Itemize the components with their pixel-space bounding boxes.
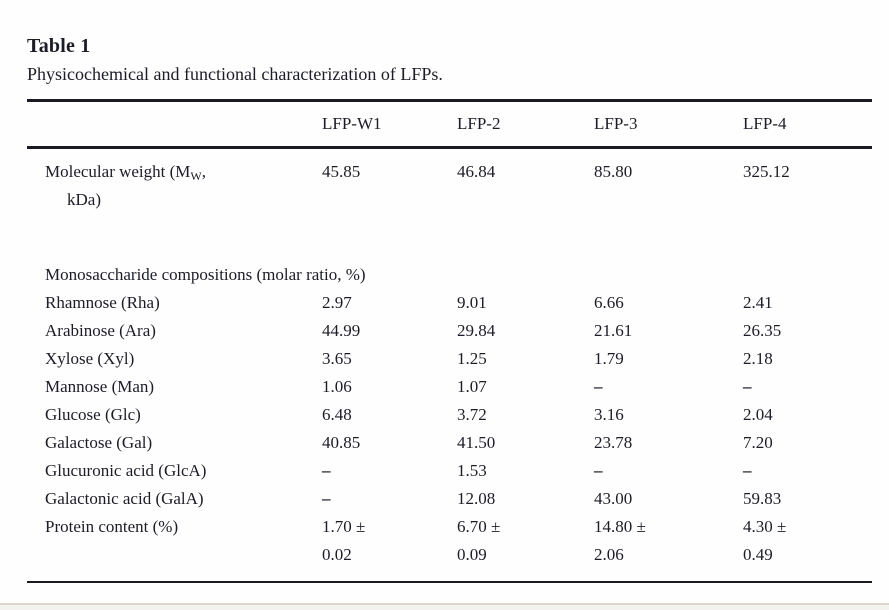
bottom-rule xyxy=(27,581,872,583)
cell-value: 43.00 xyxy=(594,489,633,508)
screenshot-bottom-edge xyxy=(0,603,889,605)
table-body: Rhamnose (Rha) 2.97 9.01 6.66 2.41 Arabi… xyxy=(27,289,872,569)
mw-subscript: W xyxy=(190,169,202,183)
table-row: Galactose (Gal) 40.85 41.50 23.78 7.20 xyxy=(27,429,872,457)
cell-value-dash: – xyxy=(322,461,331,480)
cell-value: 12.08 xyxy=(457,489,496,508)
cell-value: 59.83 xyxy=(743,489,782,508)
mw-label-text: Molecular weight (M xyxy=(45,162,191,181)
cell-value: 1.25 xyxy=(457,349,487,368)
row-label: Glucuronic acid (GlcA) xyxy=(45,461,207,480)
cell-value: 6.70 ± 0.09 xyxy=(457,517,501,564)
cell-value: 14.80 ± 2.06 xyxy=(594,517,646,564)
row-label: Arabinose (Ara) xyxy=(45,321,156,340)
cell-value: 2.18 xyxy=(743,349,773,368)
cell-value: 46.84 xyxy=(457,162,496,181)
table-row: Mannose (Man) 1.06 1.07 – – xyxy=(27,373,872,401)
table-row: Galactonic acid (GalA) – 12.08 43.00 59.… xyxy=(27,485,872,513)
cell-value-dash: – xyxy=(743,461,752,480)
cell-value: 21.61 xyxy=(594,321,633,340)
cell-value: 1.07 xyxy=(457,377,487,396)
cell-value: 325.12 xyxy=(743,162,790,181)
cell-value-dash: – xyxy=(594,377,603,396)
cell-value: 1.53 xyxy=(457,461,487,480)
cell-value: 2.41 xyxy=(743,293,773,312)
row-label: Xylose (Xyl) xyxy=(45,349,135,368)
cell-value-dash: – xyxy=(743,377,752,396)
cell-value: 6.66 xyxy=(594,293,624,312)
mw-label-line2: kDa) xyxy=(67,190,101,209)
table-row: Rhamnose (Rha) 2.97 9.01 6.66 2.41 xyxy=(27,289,872,317)
cell-value: 2.97 xyxy=(322,293,352,312)
cell-value-dash: – xyxy=(594,461,603,480)
cell-value: 3.16 xyxy=(594,405,624,424)
cell-value: 6.48 xyxy=(322,405,352,424)
cell-value: 3.72 xyxy=(457,405,487,424)
table-caption: Physicochemical and functional character… xyxy=(27,64,443,84)
table-content: Table 1 Physicochemical and functional c… xyxy=(27,35,872,583)
row-label: Galactose (Gal) xyxy=(45,433,153,452)
column-header-lfp-3: LFP-3 xyxy=(594,114,638,133)
cell-value: 1.79 xyxy=(594,349,624,368)
section-header-monosaccharide: Monosaccharide compositions (molar ratio… xyxy=(45,265,366,284)
table-row: Protein content (%) 1.70 ± 0.02 6.70 ± 0… xyxy=(27,513,872,569)
cell-value: 4.30 ± 0.49 xyxy=(743,517,787,564)
table-row: Xylose (Xyl) 3.65 1.25 1.79 2.18 xyxy=(27,345,872,373)
row-label: Mannose (Man) xyxy=(45,377,155,396)
row-label: Glucose (Glc) xyxy=(45,405,141,424)
cell-value: 41.50 xyxy=(457,433,496,452)
cell-value: 2.04 xyxy=(743,405,773,424)
cell-value: 9.01 xyxy=(457,293,487,312)
table-row: Glucuronic acid (GlcA) – 1.53 – – xyxy=(27,457,872,485)
column-header-lfp-w1: LFP-W1 xyxy=(322,114,382,133)
cell-value: 45.85 xyxy=(322,162,361,181)
cell-value: 1.70 ± 0.02 xyxy=(322,517,366,564)
table-header-row: LFP-W1 LFP-2 LFP-3 LFP-4 xyxy=(27,102,872,146)
table-1: LFP-W1 LFP-2 LFP-3 LFP-4 Molecular weigh… xyxy=(27,99,872,583)
cell-value: 29.84 xyxy=(457,321,496,340)
table-title: Table 1 xyxy=(27,35,91,57)
cell-value: 85.80 xyxy=(594,162,633,181)
table-row: Arabinose (Ara) 44.99 29.84 21.61 26.35 xyxy=(27,317,872,345)
table-row-molecular-weight: Molecular weight (MW, kDa) 45.85 46.84 8… xyxy=(27,149,872,214)
cell-value: 7.20 xyxy=(743,433,773,452)
cell-value: 40.85 xyxy=(322,433,361,452)
cell-value: 44.99 xyxy=(322,321,361,340)
cell-value: 1.06 xyxy=(322,377,352,396)
table-row: Glucose (Glc) 6.48 3.72 3.16 2.04 xyxy=(27,401,872,429)
row-label: Protein content (%) xyxy=(45,517,179,536)
header-rule xyxy=(27,146,872,149)
row-label: Galactonic acid (GalA) xyxy=(45,489,204,508)
mw-label-comma: , xyxy=(201,162,206,181)
cell-value: 26.35 xyxy=(743,321,782,340)
row-label-molecular-weight: Molecular weight (MW, kDa) xyxy=(27,158,322,214)
screenshot-bottom-margin xyxy=(0,605,889,610)
cell-value-dash: – xyxy=(322,489,331,508)
column-header-lfp-2: LFP-2 xyxy=(457,114,501,133)
top-rule xyxy=(27,99,872,102)
cell-value: 23.78 xyxy=(594,433,633,452)
column-header-lfp-4: LFP-4 xyxy=(743,114,787,133)
row-label: Rhamnose (Rha) xyxy=(45,293,160,312)
cell-value: 3.65 xyxy=(322,349,352,368)
